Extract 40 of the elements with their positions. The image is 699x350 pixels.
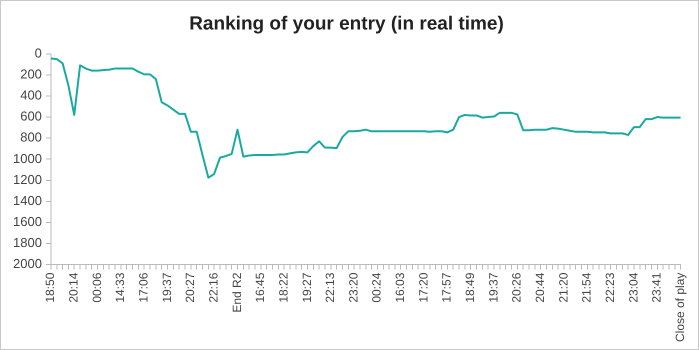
x-tick-label: End R2	[230, 272, 244, 313]
x-tick-label: 20:26	[510, 272, 524, 303]
y-tick-label: 0	[34, 45, 42, 60]
x-tick-label: 22:13	[323, 272, 338, 303]
y-tick-label: 1000	[13, 150, 42, 166]
x-tick-label: 20:44	[532, 272, 547, 303]
x-tick-label: 18:50	[43, 272, 58, 303]
x-tick-label: 17:20	[416, 272, 430, 303]
x-tick-label: 18:22	[276, 272, 290, 303]
y-tick-label: 200	[20, 66, 42, 82]
x-tick-label: 20:14	[66, 272, 81, 303]
x-tick-label: 00:24	[370, 272, 384, 303]
x-tick-label: 19:37	[160, 272, 174, 303]
y-tick-label: 800	[20, 130, 42, 145]
y-tick-label: 600	[20, 108, 42, 124]
x-tick-label: 23:20	[346, 272, 360, 303]
x-tick-label: 22:23	[602, 272, 617, 303]
x-tick-label: 18:49	[463, 272, 478, 303]
x-tick-label: 19:27	[300, 272, 314, 303]
x-tick-label: 17:57	[440, 272, 454, 303]
x-tick-label: 14:33	[113, 272, 128, 303]
y-tick-label: 1800	[13, 235, 42, 250]
x-tick-label: 00:06	[90, 272, 104, 303]
chart-title: Ranking of your entry (in real time)	[189, 14, 504, 35]
x-tick-label: 17:06	[136, 272, 151, 303]
y-tick-label: 1400	[13, 192, 42, 208]
x-tick-label: 21:20	[556, 272, 570, 303]
x-tick-label: 16:45	[253, 272, 268, 303]
x-tick-label: 23:41	[650, 272, 664, 303]
x-tick-label: 23:04	[626, 272, 640, 303]
y-tick-label: 400	[20, 88, 42, 103]
x-tick-label: 20:27	[183, 272, 198, 303]
y-tick-label: 1200	[13, 172, 42, 187]
x-tick-label: Close of play	[672, 272, 687, 342]
y-tick-label: 2000	[13, 256, 42, 272]
x-tick-label: 22:16	[206, 272, 220, 303]
y-tick-label: 1600	[13, 214, 42, 230]
x-tick-label: 19:37	[486, 272, 500, 303]
x-tick-label: 21:54	[580, 272, 594, 303]
x-tick-label: 16:03	[393, 272, 408, 303]
